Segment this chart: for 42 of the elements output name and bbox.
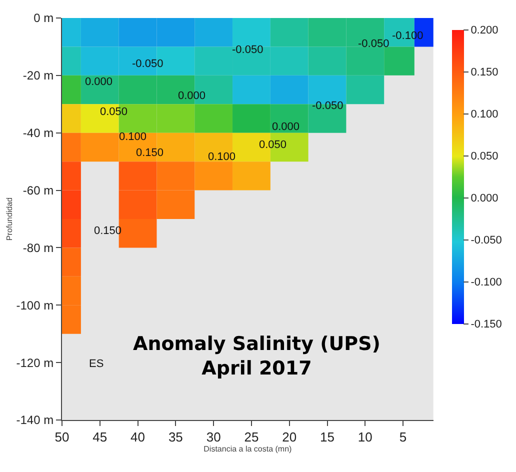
color-bar-label: -0.100 bbox=[470, 276, 502, 289]
x-axis-title: Distancia a la costa (mn) bbox=[204, 444, 292, 454]
y-tick-label: -100 m bbox=[16, 298, 54, 312]
annotation: 0.100 bbox=[208, 151, 236, 163]
x-tick-label: 45 bbox=[92, 430, 108, 445]
annotation: 0.150 bbox=[136, 147, 164, 159]
color-bar-label: -0.050 bbox=[470, 234, 502, 247]
annotation: 0.000 bbox=[272, 121, 300, 133]
color-bar-label: 0.100 bbox=[470, 108, 498, 121]
annotation: 0.100 bbox=[119, 131, 147, 143]
y-axis-title: Profundidad bbox=[4, 197, 14, 241]
x-tick-label: 20 bbox=[282, 430, 297, 445]
x-tick-label: 25 bbox=[244, 430, 259, 445]
x-tick-label: 50 bbox=[54, 430, 70, 445]
annotation: 0.000 bbox=[178, 90, 206, 102]
color-bar-label: 0.200 bbox=[470, 24, 498, 37]
text: Anomaly Salinity (UPS) April 2017 bbox=[133, 333, 380, 380]
annotation: -0.050 bbox=[132, 58, 164, 70]
y-tick-label: -80 m bbox=[22, 240, 54, 255]
color-bar-label: 0.050 bbox=[470, 150, 498, 163]
y-tick-label: -120 m bbox=[16, 356, 54, 370]
x-tick-label: 30 bbox=[206, 430, 221, 445]
x-tick-label: 15 bbox=[320, 430, 334, 445]
color-bar-label: -0.150 bbox=[470, 318, 502, 331]
x-tick-label: 35 bbox=[168, 430, 183, 445]
color-bar-label: 0.150 bbox=[470, 66, 498, 79]
x-tick-label: 5 bbox=[399, 430, 407, 445]
annotation: 0.050 bbox=[259, 139, 287, 151]
y-tick-label: -20 m bbox=[22, 68, 54, 83]
y-tick-label: -140 m bbox=[16, 413, 54, 428]
y-tick-label: 0 m bbox=[34, 11, 54, 26]
y-tick-label: -60 m bbox=[22, 183, 54, 198]
x-tick-label: 40 bbox=[130, 430, 146, 445]
color-bar-label: 0.000 bbox=[470, 192, 498, 205]
y-tick-label: -40 m bbox=[22, 126, 54, 140]
annotation: -0.050 bbox=[358, 38, 390, 50]
annotation: 0.050 bbox=[100, 106, 128, 118]
annotation: -0.050 bbox=[232, 44, 264, 56]
annotation: -0.050 bbox=[312, 100, 344, 112]
annotation: ES bbox=[89, 358, 104, 370]
x-tick-label: 10 bbox=[358, 430, 372, 445]
annotation: 0.000 bbox=[85, 76, 113, 88]
